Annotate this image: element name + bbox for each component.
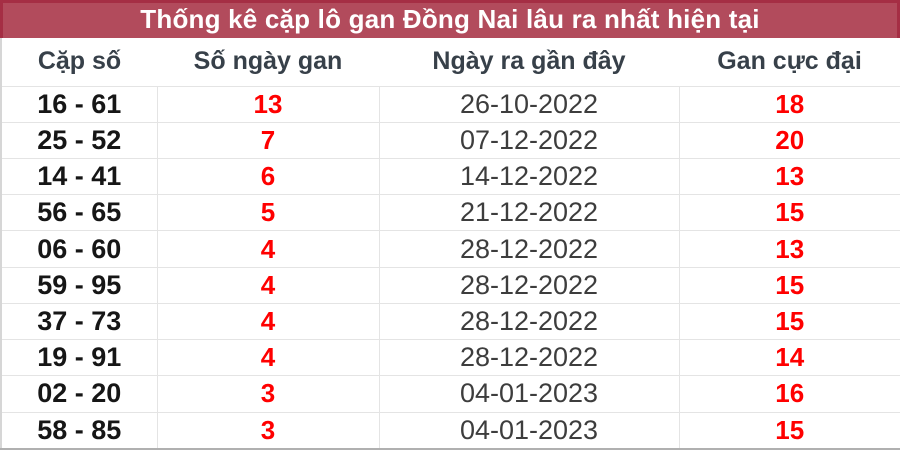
- table-row: 14 - 41 6 14-12-2022 13: [1, 157, 900, 196]
- last-seen-date-cell: 26-10-2022: [378, 85, 680, 123]
- table-row: 19 - 91 4 28-12-2022 14: [1, 339, 900, 377]
- table-header-row: Cặp số Số ngày gan Ngày ra gần đây Gan c…: [1, 38, 900, 87]
- pair-cell: 58 - 85: [1, 411, 158, 450]
- table-row: 16 - 61 13 26-10-2022 18: [1, 85, 900, 123]
- column-header-gan-days: Số ngày gan: [157, 38, 379, 87]
- table-row: 58 - 85 3 04-01-2023 15: [1, 411, 900, 450]
- max-gan-cell: 15: [678, 194, 900, 232]
- pair-cell: 02 - 20: [1, 375, 158, 413]
- last-seen-date-cell: 04-01-2023: [378, 411, 680, 450]
- column-header-max-gan: Gan cực đại: [679, 38, 900, 87]
- pair-cell: 19 - 91: [1, 339, 158, 377]
- last-seen-date-cell: 07-12-2022: [378, 121, 680, 159]
- last-seen-date-cell: 28-12-2022: [378, 339, 680, 377]
- last-seen-date-cell: 04-01-2023: [378, 375, 680, 413]
- table-row: 02 - 20 3 04-01-2023 16: [1, 375, 900, 413]
- last-seen-date-cell: 14-12-2022: [378, 157, 680, 196]
- pair-cell: 37 - 73: [1, 302, 158, 341]
- table-row: 59 - 95 4 28-12-2022 15: [1, 266, 900, 304]
- max-gan-cell: 16: [678, 375, 900, 413]
- max-gan-cell: 15: [678, 266, 900, 304]
- max-gan-cell: 15: [678, 411, 900, 450]
- pair-cell: 16 - 61: [1, 85, 158, 123]
- page-title: Thống kê cặp lô gan Đồng Nai lâu ra nhất…: [0, 0, 900, 38]
- last-seen-date-cell: 21-12-2022: [378, 194, 680, 232]
- pair-cell: 06 - 60: [1, 230, 158, 268]
- last-seen-date-cell: 28-12-2022: [378, 302, 680, 341]
- max-gan-cell: 18: [678, 85, 900, 123]
- gan-days-cell: 4: [156, 266, 380, 304]
- gan-days-cell: 5: [156, 194, 380, 232]
- gan-days-cell: 4: [156, 339, 380, 377]
- gan-days-cell: 4: [156, 230, 380, 268]
- gan-days-cell: 13: [156, 85, 380, 123]
- max-gan-cell: 13: [678, 157, 900, 196]
- gan-days-cell: 4: [156, 302, 380, 341]
- table-row: 56 - 65 5 21-12-2022 15: [1, 194, 900, 232]
- pair-cell: 59 - 95: [1, 266, 158, 304]
- pair-cell: 56 - 65: [1, 194, 158, 232]
- gan-days-cell: 7: [156, 121, 380, 159]
- max-gan-cell: 13: [678, 230, 900, 268]
- column-header-last-date: Ngày ra gần đây: [379, 38, 679, 87]
- max-gan-cell: 14: [678, 339, 900, 377]
- gan-days-cell: 6: [156, 157, 380, 196]
- pair-cell: 25 - 52: [1, 121, 158, 159]
- max-gan-cell: 20: [678, 121, 900, 159]
- table-row: 37 - 73 4 28-12-2022 15: [1, 302, 900, 341]
- column-header-pair: Cặp số: [1, 38, 157, 87]
- last-seen-date-cell: 28-12-2022: [378, 230, 680, 268]
- table-row: 06 - 60 4 28-12-2022 13: [1, 230, 900, 268]
- last-seen-date-cell: 28-12-2022: [378, 266, 680, 304]
- table-body: 16 - 61 13 26-10-2022 18 25 - 52 7 07-12-2022 2…: [1, 85, 900, 450]
- gan-days-cell: 3: [156, 375, 380, 413]
- max-gan-cell: 15: [678, 302, 900, 341]
- pair-cell: 14 - 41: [1, 157, 158, 196]
- table-row: 25 - 52 7 07-12-2022 20: [1, 121, 900, 159]
- gan-pairs-table: Cặp số Số ngày gan Ngày ra gần đây Gan c…: [0, 38, 900, 450]
- gan-days-cell: 3: [156, 411, 380, 450]
